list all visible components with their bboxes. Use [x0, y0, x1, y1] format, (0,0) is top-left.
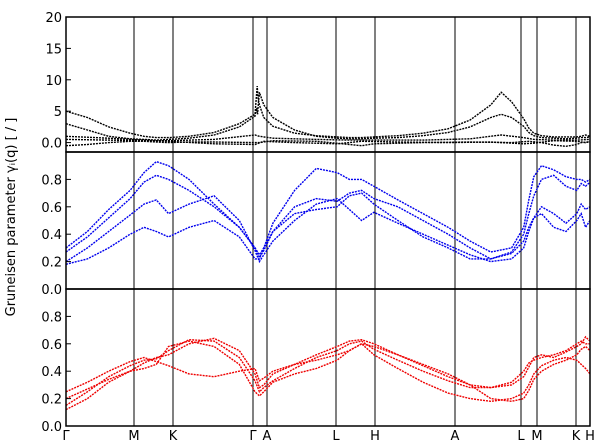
x-tick-label: M: [531, 429, 542, 440]
y-tick-label: 0.6: [41, 201, 62, 216]
series-line: [66, 160, 590, 257]
x-tick-label: H: [370, 429, 380, 440]
y-tick-label: 20: [45, 11, 62, 26]
panels: 0.0 5 10 15 20 0.0 0.2 0.4 0.6 0.8 0.0 0.2 0.4 0.6 0.8: [41, 11, 591, 435]
series-line: [66, 92, 590, 141]
x-tick-label: M: [128, 429, 139, 440]
y-tick-label: 0.0: [41, 283, 62, 298]
x-tick-label: L: [517, 429, 525, 440]
x-tick-label: Γ: [249, 429, 257, 440]
series-line: [66, 338, 590, 406]
x-tick-label: K: [169, 429, 178, 440]
panel-frame: [65, 288, 591, 427]
y-tick-label: 15: [45, 42, 62, 57]
series-group: [66, 335, 590, 411]
y-tick-label: 0.2: [41, 256, 62, 271]
series-line: [66, 174, 590, 260]
series-line: [66, 195, 590, 264]
panel-2: 0.0 0.2 0.4 0.6 0.8: [41, 151, 591, 298]
panel-frame: [65, 16, 591, 153]
x-tick-label: Γ: [62, 429, 70, 440]
series-line: [66, 342, 590, 403]
panel-1: 0.0 5 10 15 20: [41, 11, 591, 153]
y-axis-label: Gruneisen parameter γᵢ(q) [ / ]: [4, 118, 19, 317]
y-tick-label: 0.0: [41, 137, 62, 152]
y-tick-label: 0.4: [41, 228, 62, 243]
x-tick-label: K: [572, 429, 581, 440]
series-line: [66, 135, 590, 146]
y-tick-label: 0.8: [41, 173, 62, 188]
series-line: [66, 192, 590, 265]
series-group: [66, 160, 590, 265]
series-line: [66, 340, 590, 411]
series-line: [66, 86, 590, 139]
y-tick-label: 0.0: [41, 420, 62, 435]
series-line: [66, 335, 590, 400]
series-group: [66, 86, 590, 148]
y-tick-label: 0.4: [41, 365, 62, 380]
x-tick-label: L: [332, 429, 340, 440]
y-tick-label: 0.6: [41, 338, 62, 353]
y-tick-label: 5: [54, 105, 62, 120]
x-tick-label: H: [585, 429, 595, 440]
x-tick-label: A: [263, 429, 272, 440]
x-tick-label: A: [451, 429, 460, 440]
panel-3: 0.0 0.2 0.4 0.6 0.8: [41, 288, 591, 435]
series-line: [66, 139, 590, 148]
y-tick-label: 10: [45, 74, 62, 89]
y-tick-label: 0.8: [41, 310, 62, 325]
y-tick-label: 0.2: [41, 393, 62, 408]
